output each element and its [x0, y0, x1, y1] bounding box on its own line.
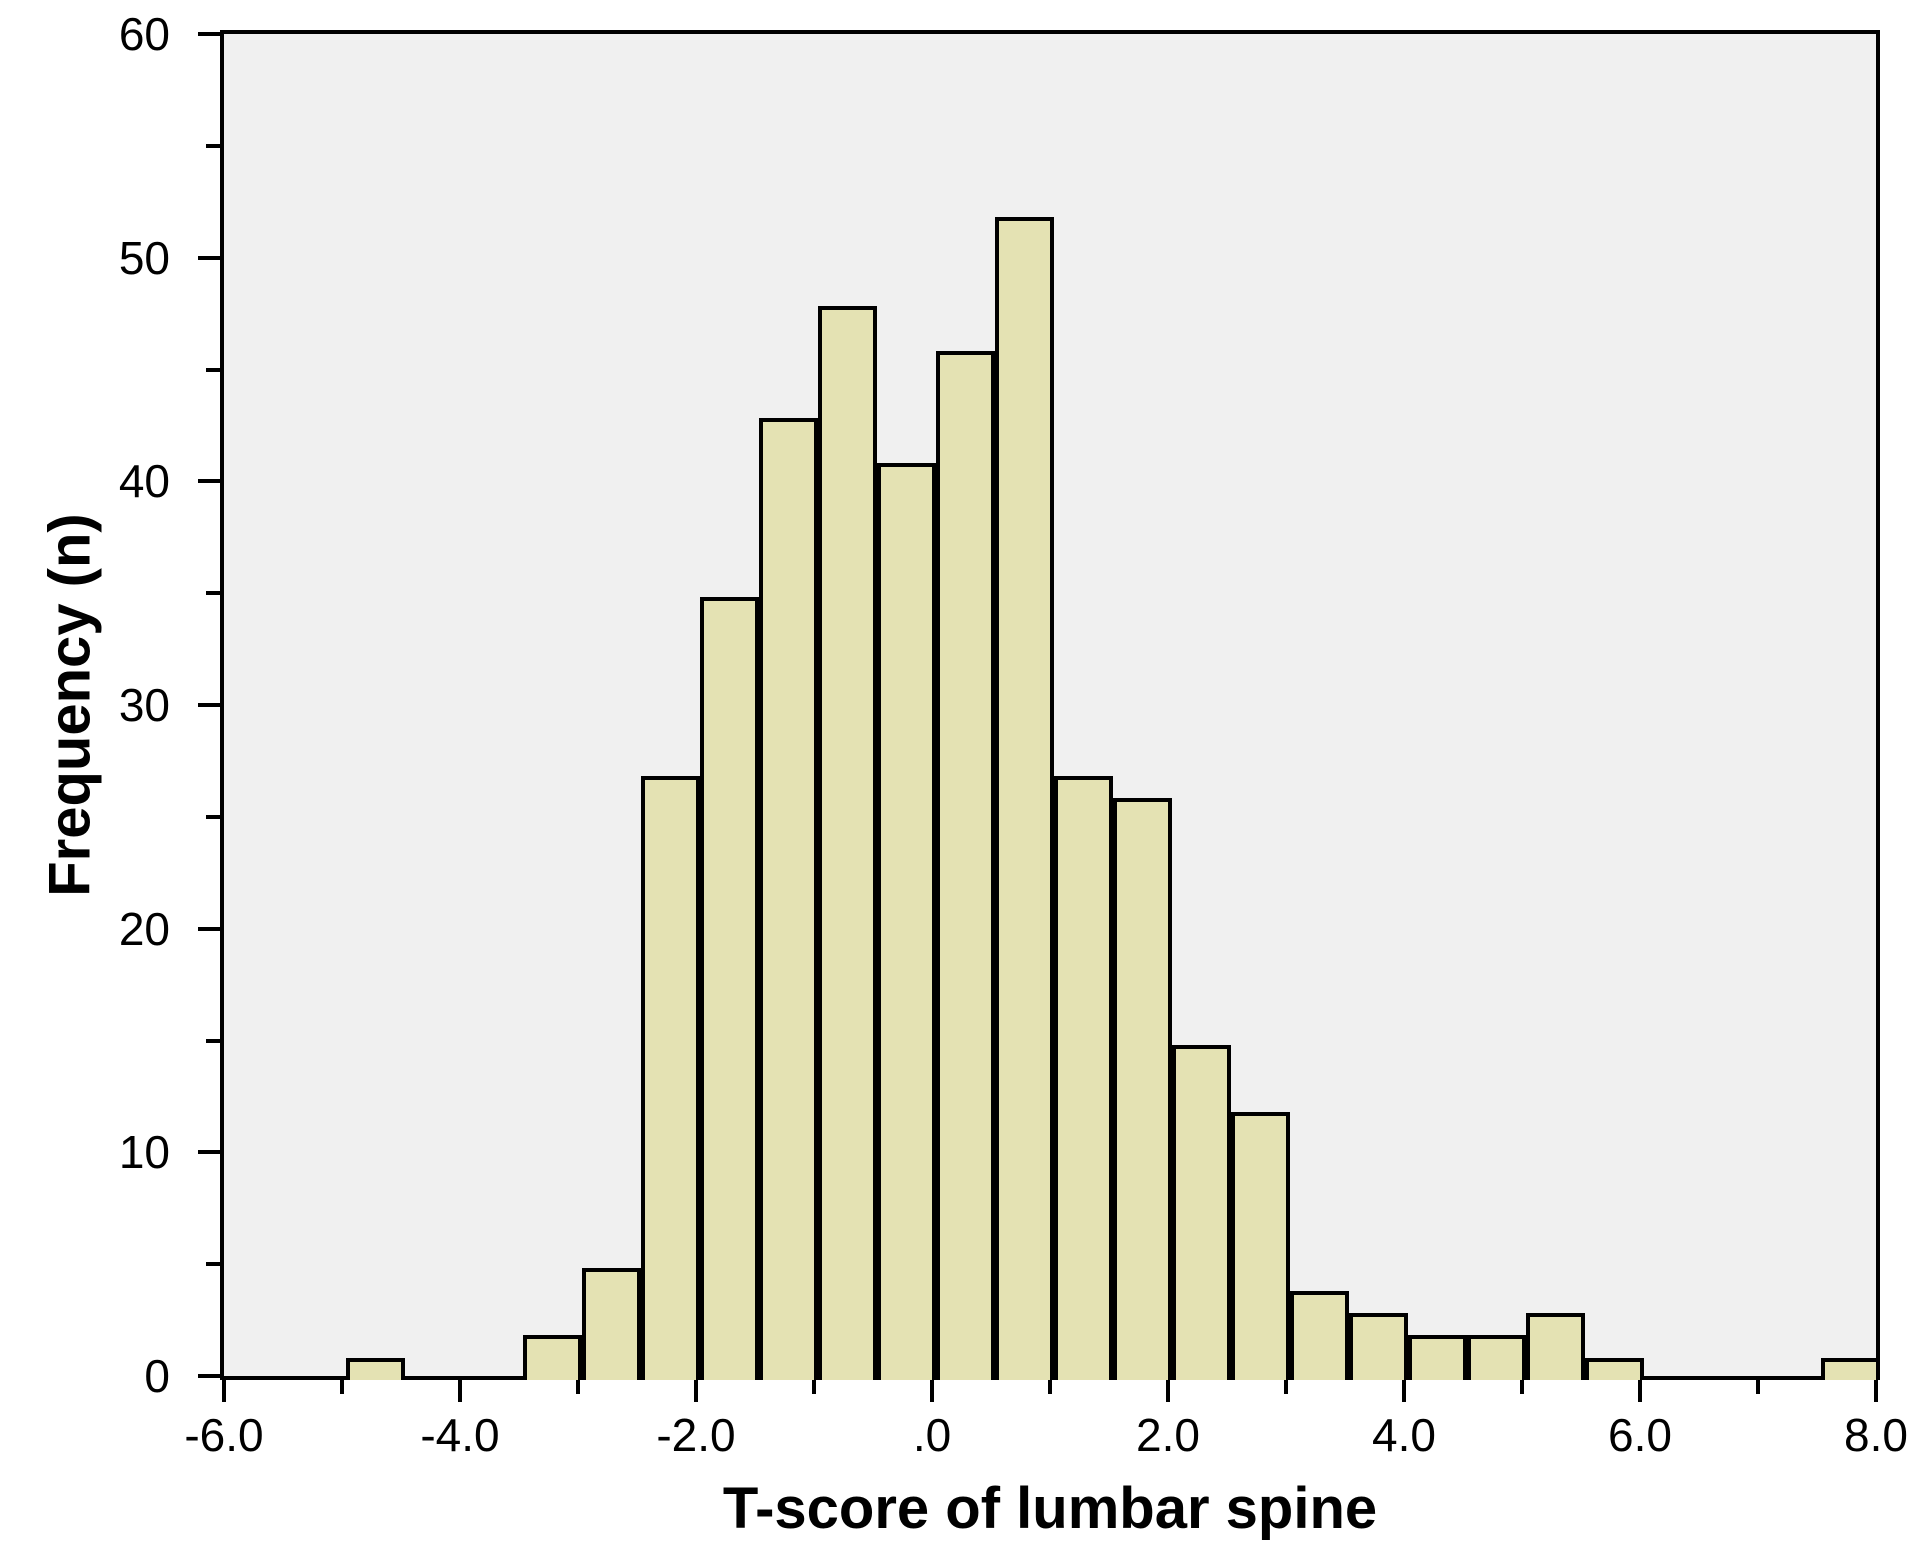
histogram-bar [1526, 1313, 1585, 1380]
y-tick-label: 40 [119, 454, 170, 508]
histogram-bar [936, 351, 995, 1380]
x-tick-label: -4.0 [420, 1408, 499, 1462]
y-axis-label: Frequency (n) [37, 513, 104, 897]
x-tick-label: -2.0 [656, 1408, 735, 1462]
histogram-bar [1113, 798, 1172, 1380]
x-tick [694, 1380, 698, 1402]
histogram-bar [1290, 1291, 1349, 1380]
histogram-bar [523, 1335, 582, 1380]
x-tick [1638, 1380, 1642, 1402]
histogram-bar [1054, 776, 1113, 1380]
histogram-chart: 0102030405060-6.0-4.0-2.0.02.04.06.08.0 … [0, 0, 1920, 1547]
y-minor-tick [206, 1262, 220, 1266]
y-tick [198, 703, 220, 707]
histogram-bar [818, 306, 877, 1380]
y-tick-label: 50 [119, 231, 170, 285]
histogram-bar [1467, 1335, 1526, 1380]
histogram-bar [1231, 1112, 1290, 1380]
x-tick [1402, 1380, 1406, 1402]
x-minor-tick [812, 1380, 816, 1394]
y-tick [198, 479, 220, 483]
histogram-bar [1408, 1335, 1467, 1380]
histogram-bar [1821, 1358, 1880, 1380]
y-minor-tick [206, 144, 220, 148]
y-minor-tick [206, 1039, 220, 1043]
x-tick-label: .0 [913, 1408, 951, 1462]
x-tick [458, 1380, 462, 1402]
x-tick-label: -6.0 [184, 1408, 263, 1462]
x-tick-label: 4.0 [1372, 1408, 1436, 1462]
histogram-bar [877, 463, 936, 1380]
x-tick [1874, 1380, 1878, 1402]
y-minor-tick [206, 368, 220, 372]
x-tick-label: 2.0 [1136, 1408, 1200, 1462]
x-tick [1166, 1380, 1170, 1402]
x-minor-tick [1756, 1380, 1760, 1394]
y-minor-tick [206, 815, 220, 819]
histogram-bar [1349, 1313, 1408, 1380]
x-tick-label: 6.0 [1608, 1408, 1672, 1462]
y-tick-label: 60 [119, 7, 170, 61]
histogram-bar [346, 1358, 405, 1380]
plot-area [220, 30, 1880, 1380]
y-tick [198, 32, 220, 36]
y-tick-label: 30 [119, 678, 170, 732]
y-tick [198, 256, 220, 260]
y-tick [198, 1150, 220, 1154]
x-axis-label: T-score of lumbar spine [723, 1475, 1377, 1542]
histogram-bar [700, 597, 759, 1380]
x-minor-tick [576, 1380, 580, 1394]
x-tick [222, 1380, 226, 1402]
y-minor-tick [206, 591, 220, 595]
x-minor-tick [340, 1380, 344, 1394]
x-minor-tick [1520, 1380, 1524, 1394]
x-tick [930, 1380, 934, 1402]
y-tick-label: 10 [119, 1125, 170, 1179]
y-tick [198, 927, 220, 931]
histogram-bar [1585, 1358, 1644, 1380]
y-tick [198, 1374, 220, 1378]
histogram-bar [995, 217, 1054, 1380]
x-minor-tick [1284, 1380, 1288, 1394]
histogram-bar [641, 776, 700, 1380]
x-tick-label: 8.0 [1844, 1408, 1908, 1462]
y-tick-label: 20 [119, 902, 170, 956]
x-minor-tick [1048, 1380, 1052, 1394]
y-tick-label: 0 [144, 1349, 170, 1403]
histogram-bar [582, 1268, 641, 1380]
histogram-bar [759, 418, 818, 1380]
histogram-bar [1172, 1045, 1231, 1381]
